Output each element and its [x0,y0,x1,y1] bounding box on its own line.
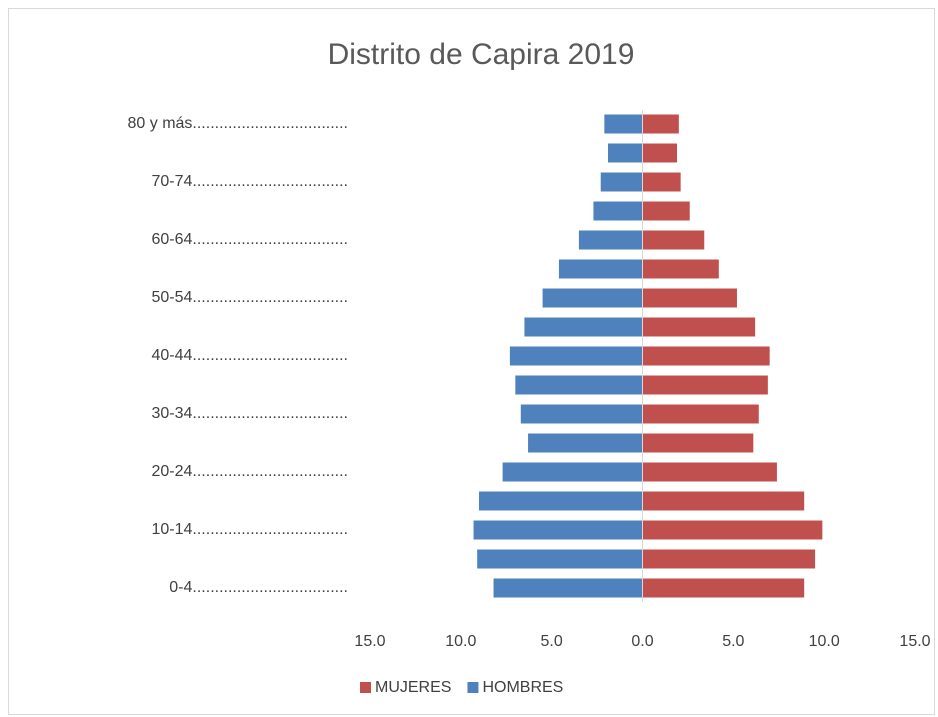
legend-swatch [467,682,479,693]
bar [477,549,643,569]
bar [642,491,805,511]
bar [528,433,643,453]
bar [502,462,643,482]
x-tick-label: 10.0 [809,633,840,650]
bar [558,259,643,279]
bar [600,172,643,192]
bar [607,143,643,163]
bar [642,578,805,598]
bar [642,114,679,134]
y-tick-label: 60-64................................... [151,231,348,248]
bar [642,520,823,540]
bar [642,288,737,308]
bar [515,375,643,395]
legend-swatch [360,682,371,693]
y-tick-label: 30-34................................... [151,405,348,422]
bar [473,520,643,540]
bar [642,317,756,337]
x-tick-label: 10.0 [445,633,476,650]
bar [642,143,678,163]
bar [524,317,643,337]
chart-title: Distrito de Capira 2019 [328,38,635,71]
y-tick-label: 20-24................................... [151,463,348,480]
bar [642,549,816,569]
x-tick-label: 5.0 [722,633,744,650]
x-tick-label: 5.0 [541,633,563,650]
x-tick-label: 15.0 [354,633,385,650]
bar [642,375,768,395]
bar [642,433,754,453]
y-tick-label: 70-74................................... [151,173,348,190]
bar [604,114,643,134]
x-tick-label: 0.0 [631,633,653,650]
bar [642,201,690,221]
bar [578,230,643,250]
bar [642,462,777,482]
bar [642,259,719,279]
bar [493,578,643,598]
y-tick-label: 40-44................................... [151,347,348,364]
legend-label: MUJERES [375,679,451,696]
bar [593,201,643,221]
bar [642,230,705,250]
y-tick-label: 80 y más................................… [128,115,349,132]
bar [642,172,681,192]
legend-label: HOMBRES [482,679,563,696]
bar [479,491,643,511]
bar [509,346,643,366]
bar [520,404,643,424]
bar [642,404,759,424]
x-tick-label: 15.0 [899,633,930,650]
y-tick-label: 0-4................................... [169,579,348,596]
y-tick-label: 50-54................................... [151,289,348,306]
bar [542,288,643,308]
bar [642,346,770,366]
y-tick-label: 10-14................................... [151,521,348,538]
